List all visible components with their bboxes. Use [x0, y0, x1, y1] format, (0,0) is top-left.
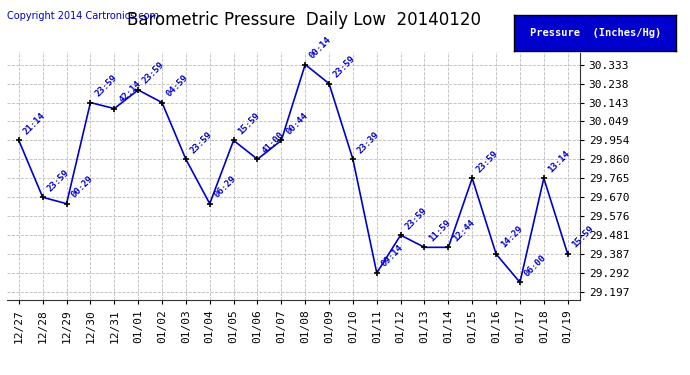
Text: 00:44: 00:44: [284, 111, 309, 136]
Text: 14:29: 14:29: [499, 224, 524, 250]
Text: 09:14: 09:14: [380, 243, 405, 269]
Text: 23:59: 23:59: [404, 206, 428, 231]
Text: 23:59: 23:59: [93, 73, 119, 98]
Text: 04:59: 04:59: [165, 73, 190, 98]
Text: 11:59: 11:59: [427, 218, 453, 243]
Text: 41:00: 41:00: [260, 130, 286, 155]
Text: Barometric Pressure  Daily Low  20140120: Barometric Pressure Daily Low 20140120: [126, 11, 481, 29]
Text: Pressure  (Inches/Hg): Pressure (Inches/Hg): [529, 28, 661, 38]
Text: 23:59: 23:59: [475, 149, 500, 174]
Text: 00:29: 00:29: [69, 174, 95, 200]
Text: 00:14: 00:14: [308, 35, 333, 60]
Text: 15:59: 15:59: [237, 111, 262, 136]
Text: 23:59: 23:59: [332, 54, 357, 80]
Text: 23:39: 23:39: [355, 130, 381, 155]
Text: 06:29: 06:29: [213, 174, 238, 200]
Text: 06:00: 06:00: [523, 253, 548, 278]
Text: 13:14: 13:14: [546, 149, 572, 174]
Text: 42:14: 42:14: [117, 79, 142, 104]
Text: Copyright 2014 Cartronics.com: Copyright 2014 Cartronics.com: [7, 11, 159, 21]
Text: 23:59: 23:59: [188, 130, 214, 155]
Text: 12:44: 12:44: [451, 218, 477, 243]
Text: 23:59: 23:59: [141, 60, 166, 86]
Text: 23:59: 23:59: [46, 168, 71, 193]
Text: 15:59: 15:59: [571, 224, 595, 250]
Text: 21:14: 21:14: [21, 111, 47, 136]
